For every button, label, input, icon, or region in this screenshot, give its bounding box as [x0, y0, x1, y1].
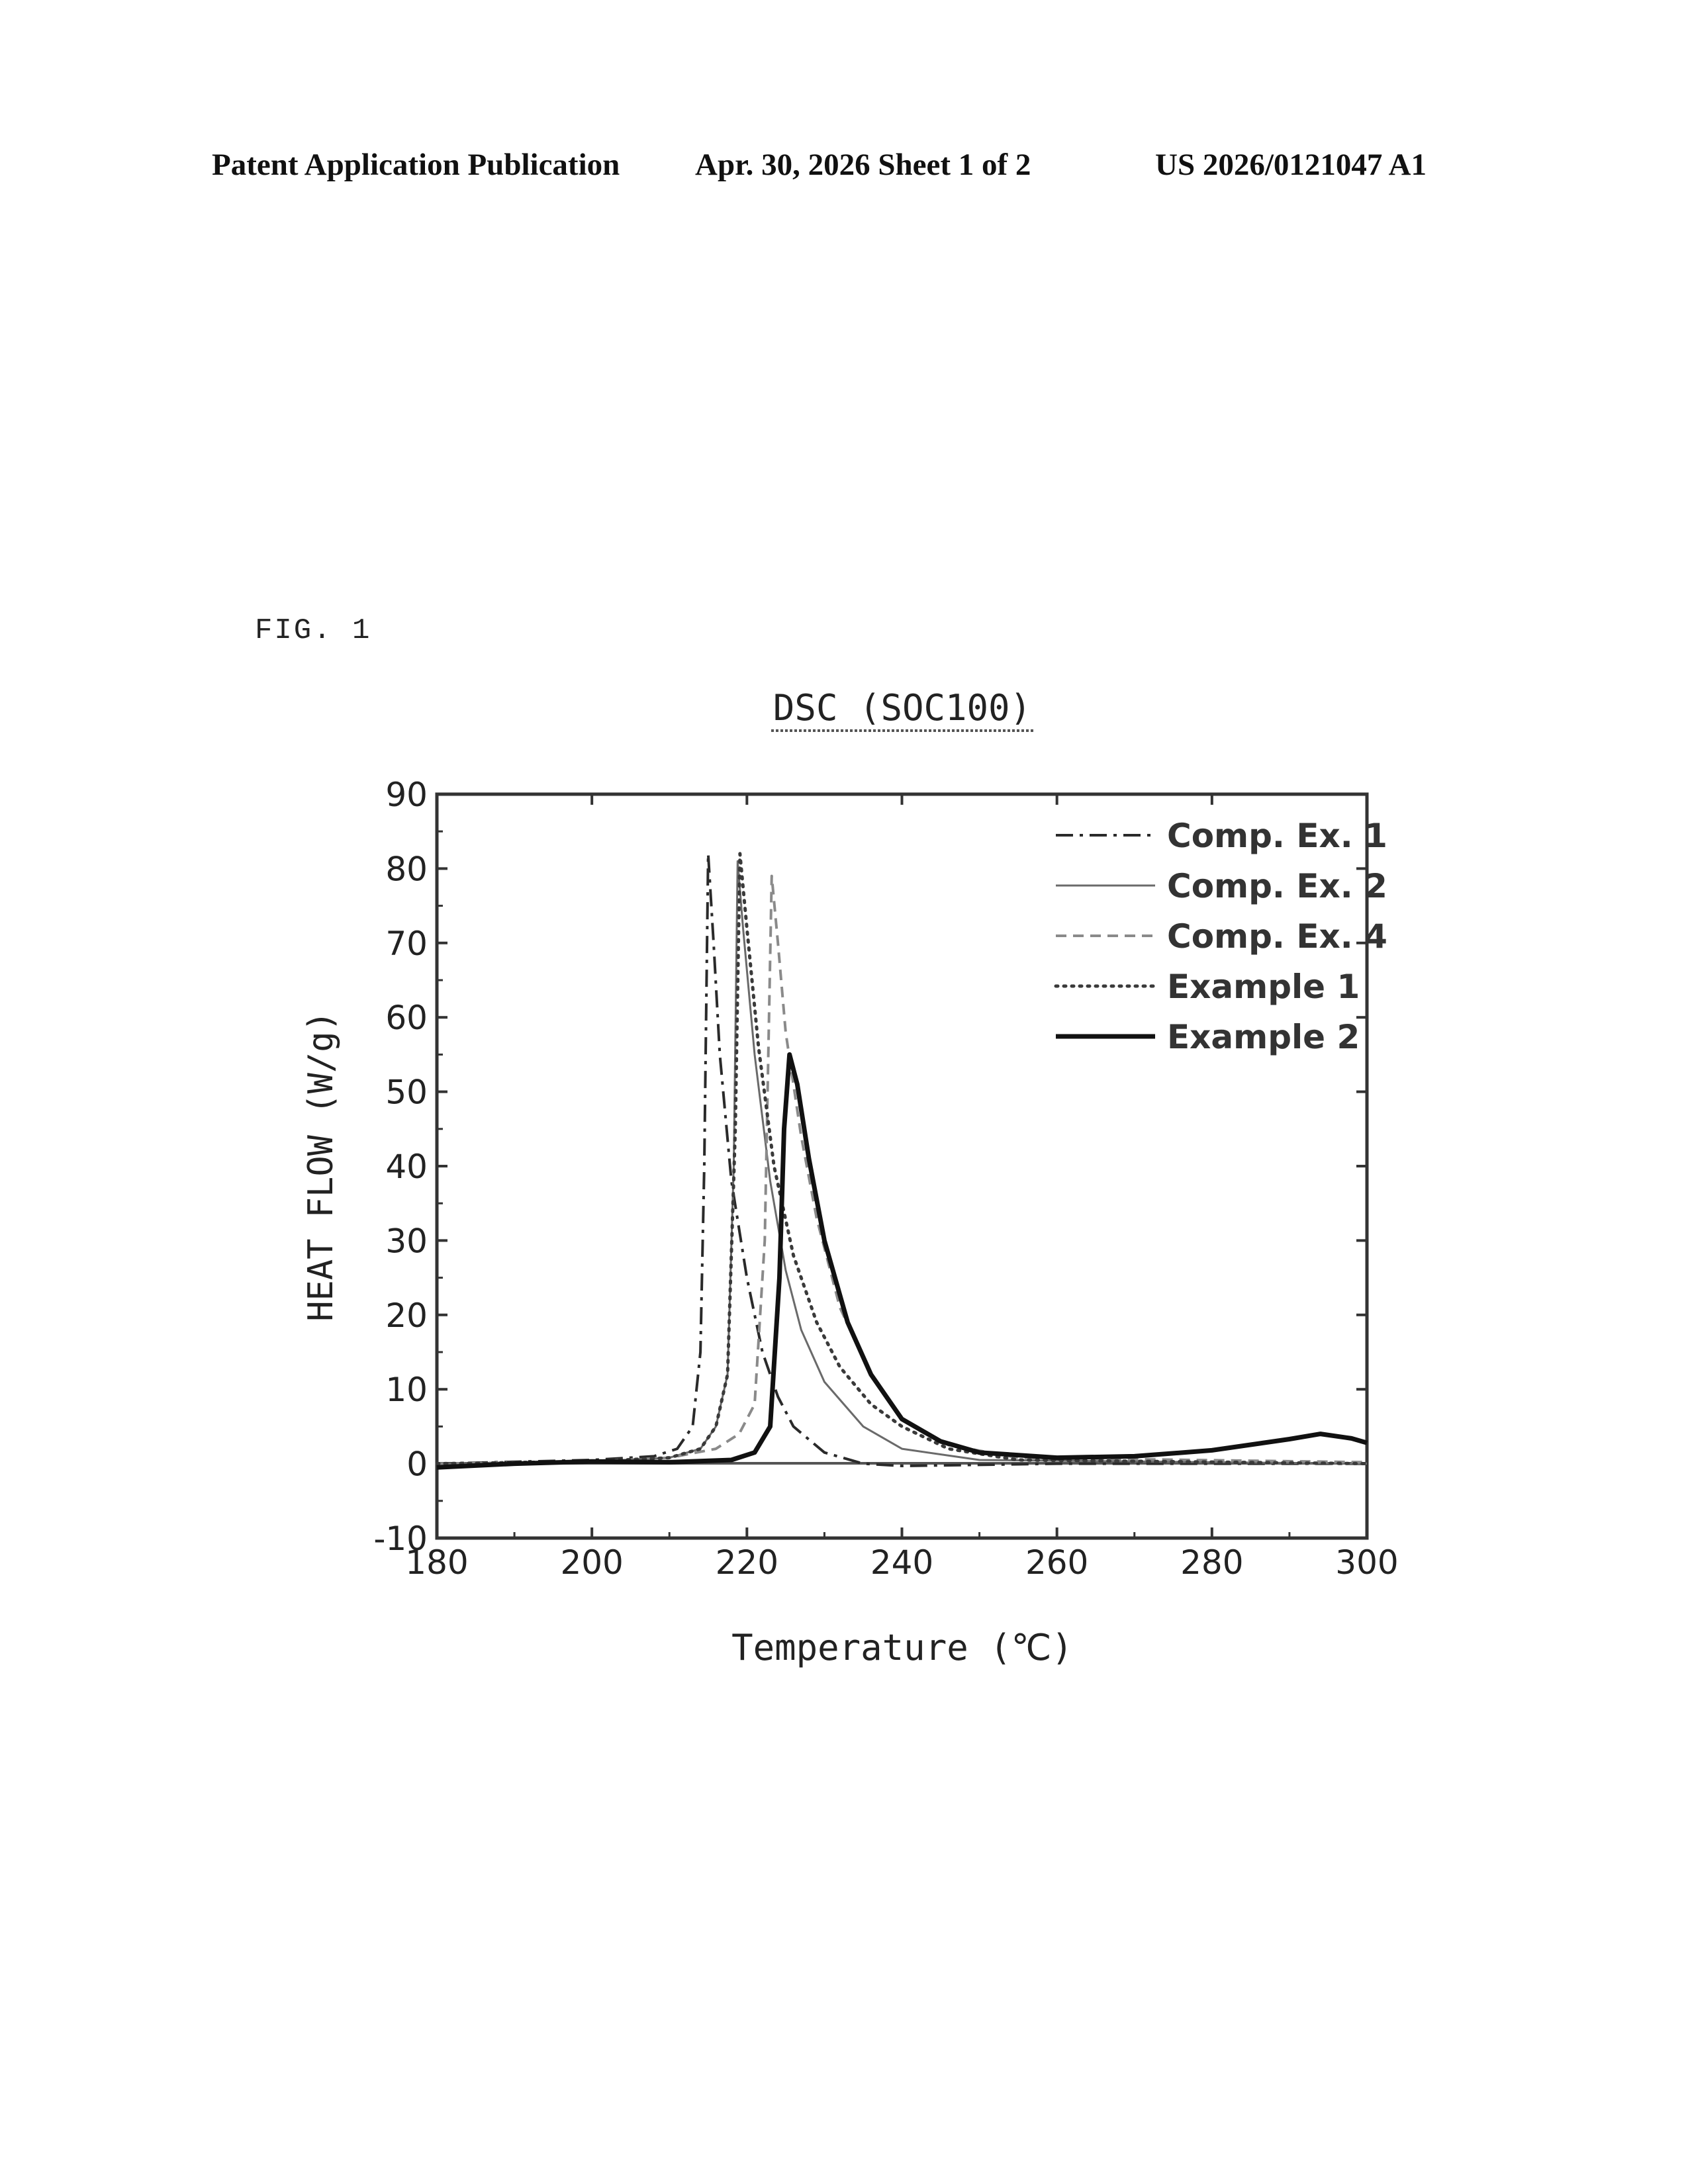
y-tick-label: 30: [385, 1222, 428, 1260]
figure-label: FIG. 1: [255, 614, 372, 647]
publication-type: Patent Application Publication: [212, 148, 620, 182]
x-tick-label: 200: [560, 1543, 623, 1582]
y-tick-label: 60: [385, 999, 428, 1037]
publication-date-sheet: Apr. 30, 2026 Sheet 1 of 2: [695, 148, 1031, 182]
y-tick-label: 40: [385, 1148, 428, 1186]
series-line-1: [436, 852, 1367, 1467]
y-tick-label: 10: [385, 1371, 428, 1409]
x-tick-label: 260: [1025, 1543, 1088, 1582]
chart-title: DSC (SOC100): [773, 687, 1031, 729]
y-tick-label: 80: [385, 850, 428, 888]
series-line-3: [436, 874, 1368, 1465]
legend-label: Comp. Ex. 2: [1167, 867, 1387, 905]
y-tick-label: 90: [385, 776, 428, 814]
x-tick-label: 180: [405, 1543, 468, 1582]
x-tick-label: 300: [1335, 1543, 1398, 1582]
legend-label: Comp. Ex. 1: [1167, 817, 1387, 855]
legend-label: Example 2: [1167, 1018, 1360, 1056]
legend-label: Example 1: [1167, 968, 1360, 1006]
x-tick-label: 220: [716, 1543, 778, 1582]
y-tick-label: 0: [406, 1445, 428, 1484]
y-tick-label: 70: [385, 925, 428, 963]
y-tick-label: 20: [385, 1297, 428, 1335]
y-axis-label: HEAT FLOW (W/g): [301, 1011, 341, 1322]
x-tick-label: 280: [1180, 1543, 1243, 1582]
x-axis-label: Temperature (℃): [731, 1627, 1073, 1668]
publication-number: US 2026/0121047 A1: [1155, 148, 1427, 182]
chart-legend: Comp. Ex. 1 Comp. Ex. 2 Comp. Ex. 4 Example…: [1054, 817, 1387, 1056]
y-tick-label: -10: [373, 1520, 428, 1558]
x-tick-label: 240: [870, 1543, 933, 1582]
y-tick-label: 50: [385, 1073, 428, 1112]
legend-label: Comp. Ex. 4: [1167, 917, 1387, 956]
series-line-5: [436, 1052, 1368, 1470]
series-line-4: [435, 852, 1369, 1466]
series-line-2: [436, 860, 1368, 1465]
